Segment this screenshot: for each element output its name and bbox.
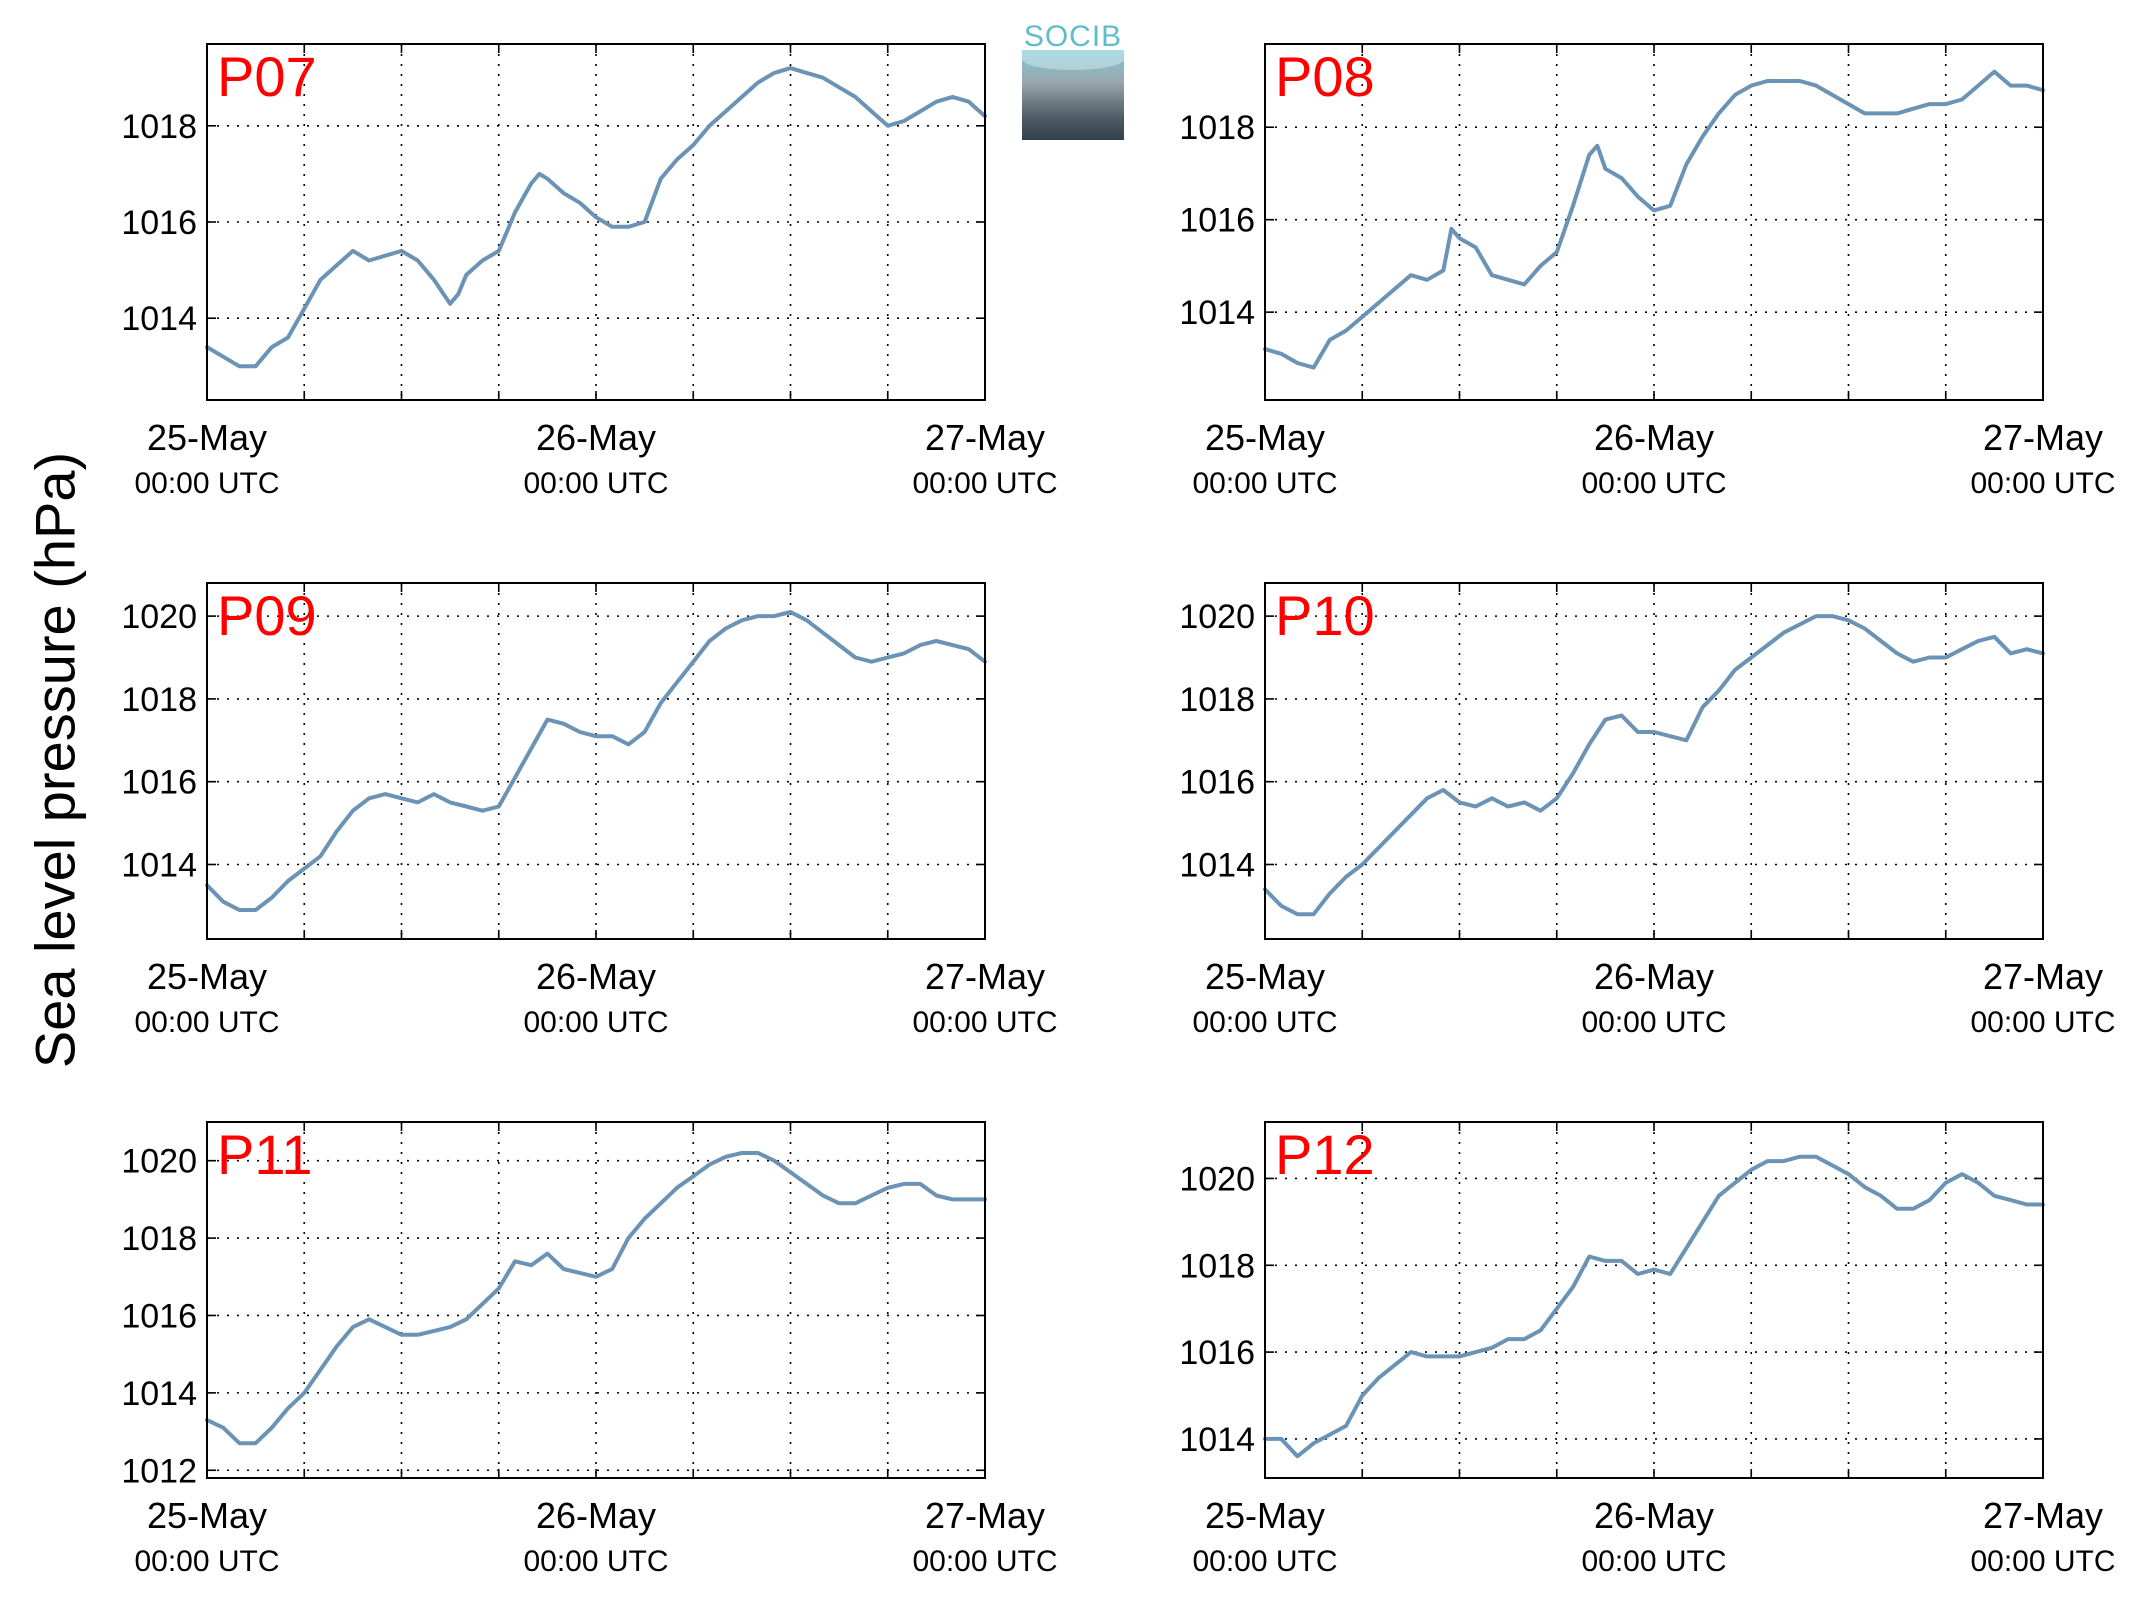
x-tick-sublabel: 00:00 UTC — [1970, 467, 2115, 500]
y-tick-label: 1020 — [1179, 1160, 1255, 1198]
x-tick-label: 25-May — [147, 1495, 267, 1536]
series-line-p10 — [1263, 614, 2045, 917]
y-tick-label: 1018 — [1179, 1247, 1255, 1285]
y-tick-label: 1014 — [1179, 846, 1255, 884]
x-tick-label: 25-May — [147, 417, 267, 458]
y-tick-label: 1014 — [1179, 294, 1255, 332]
y-tick-label: 1014 — [1179, 1421, 1255, 1459]
series-line-p12 — [1263, 1154, 2045, 1459]
x-tick-label: 27-May — [1983, 1495, 2103, 1536]
axes-frame — [1264, 43, 2044, 401]
chart-panel-p08: 1014 1016 1018 25-May 00:00 UTC 26-May 00:00 U… — [1179, 43, 2116, 500]
y-tick-label: 1016 — [1179, 764, 1255, 802]
chart-panel-p07: 1014 1016 1018 25-May 00:00 UTC 26-May 00:00 U… — [121, 43, 1058, 500]
axes-frame — [1264, 582, 2044, 940]
panel-label: P10 — [1275, 584, 1375, 647]
x-tick-label: 27-May — [925, 956, 1045, 997]
y-tick-label: 1016 — [121, 204, 197, 242]
y-tick-label: 1016 — [1179, 1334, 1255, 1372]
x-tick-sublabel: 00:00 UTC — [1192, 467, 1337, 500]
x-tick-label: 25-May — [1205, 417, 1325, 458]
y-tick-label: 1016 — [1179, 202, 1255, 240]
x-tick-sublabel: 00:00 UTC — [1581, 467, 1726, 500]
y-tick-label: 1020 — [121, 598, 197, 636]
panel-label: P07 — [217, 45, 317, 108]
x-tick-label: 27-May — [1983, 417, 2103, 458]
socib-logo: SOCIB — [1022, 20, 1124, 140]
series-line-p07 — [205, 66, 987, 369]
y-tick-label: 1020 — [121, 1143, 197, 1181]
x-tick-sublabel: 00:00 UTC — [1970, 1006, 2115, 1039]
y-tick-label: 1014 — [121, 1375, 197, 1413]
x-tick-sublabel: 00:00 UTC — [1581, 1006, 1726, 1039]
x-tick-label: 26-May — [1594, 417, 1714, 458]
x-tick-sublabel: 00:00 UTC — [912, 467, 1057, 500]
x-tick-sublabel: 00:00 UTC — [1192, 1545, 1337, 1578]
x-tick-sublabel: 00:00 UTC — [134, 1545, 279, 1578]
y-tick-label: 1016 — [121, 764, 197, 802]
chart-panel-p12: 1014 1016 1018 1020 25-May 00:00 UTC 26-May 00:… — [1179, 1121, 2116, 1578]
y-tick-label: 1016 — [121, 1297, 197, 1335]
x-tick-label: 27-May — [1983, 956, 2103, 997]
logo-text: SOCIB — [1023, 20, 1123, 53]
axes-frame — [1264, 1121, 2044, 1479]
x-tick-label: 26-May — [536, 1495, 656, 1536]
x-tick-sublabel: 00:00 UTC — [1192, 1006, 1337, 1039]
x-tick-sublabel: 00:00 UTC — [523, 467, 668, 500]
x-tick-sublabel: 00:00 UTC — [912, 1545, 1057, 1578]
y-tick-label: 1018 — [121, 108, 197, 146]
series-line-p11 — [205, 1151, 987, 1446]
axes-frame — [206, 582, 986, 940]
x-tick-label: 25-May — [1205, 956, 1325, 997]
logo-wave — [1022, 48, 1124, 70]
x-tick-sublabel: 00:00 UTC — [912, 1006, 1057, 1039]
chart-panel-p11: 1012 1014 1016 1018 1020 25-May 00:00 UTC 26-Ma… — [121, 1121, 1058, 1578]
x-tick-sublabel: 00:00 UTC — [1581, 1545, 1726, 1578]
y-tick-label: 1018 — [1179, 109, 1255, 147]
x-tick-label: 25-May — [1205, 1495, 1325, 1536]
y-tick-label: 1014 — [121, 846, 197, 884]
x-tick-label: 26-May — [536, 417, 656, 458]
series-line-p09 — [205, 610, 987, 912]
chart-panel-p09: 1014 1016 1018 1020 25-May 00:00 UTC 26-May 00:… — [121, 582, 1058, 1039]
x-tick-sublabel: 00:00 UTC — [523, 1006, 668, 1039]
panel-label: P09 — [217, 584, 317, 647]
y-tick-label: 1014 — [121, 300, 197, 338]
x-tick-sublabel: 00:00 UTC — [134, 1006, 279, 1039]
x-tick-label: 26-May — [1594, 956, 1714, 997]
y-tick-label: 1018 — [1179, 681, 1255, 719]
y-tick-label: 1018 — [121, 1220, 197, 1258]
panel-label: P11 — [217, 1123, 312, 1186]
x-tick-label: 26-May — [536, 956, 656, 997]
axes-frame — [206, 1121, 986, 1479]
y-tick-label: 1018 — [121, 681, 197, 719]
panel-label: P12 — [1275, 1123, 1375, 1186]
x-tick-sublabel: 00:00 UTC — [523, 1545, 668, 1578]
series-line-p08 — [1263, 69, 2045, 370]
x-tick-sublabel: 00:00 UTC — [134, 467, 279, 500]
x-tick-label: 26-May — [1594, 1495, 1714, 1536]
panel-label: P08 — [1275, 45, 1375, 108]
axes-frame — [206, 43, 986, 401]
y-tick-label: 1012 — [121, 1452, 197, 1490]
x-tick-label: 27-May — [925, 1495, 1045, 1536]
x-tick-sublabel: 00:00 UTC — [1970, 1545, 2115, 1578]
x-tick-label: 25-May — [147, 956, 267, 997]
x-tick-label: 27-May — [925, 417, 1045, 458]
chart-panel-p10: 1014 1016 1018 1020 25-May 00:00 UTC 26-May 00:… — [1179, 582, 2116, 1039]
y-tick-label: 1020 — [1179, 598, 1255, 636]
logo-box — [1022, 50, 1124, 140]
